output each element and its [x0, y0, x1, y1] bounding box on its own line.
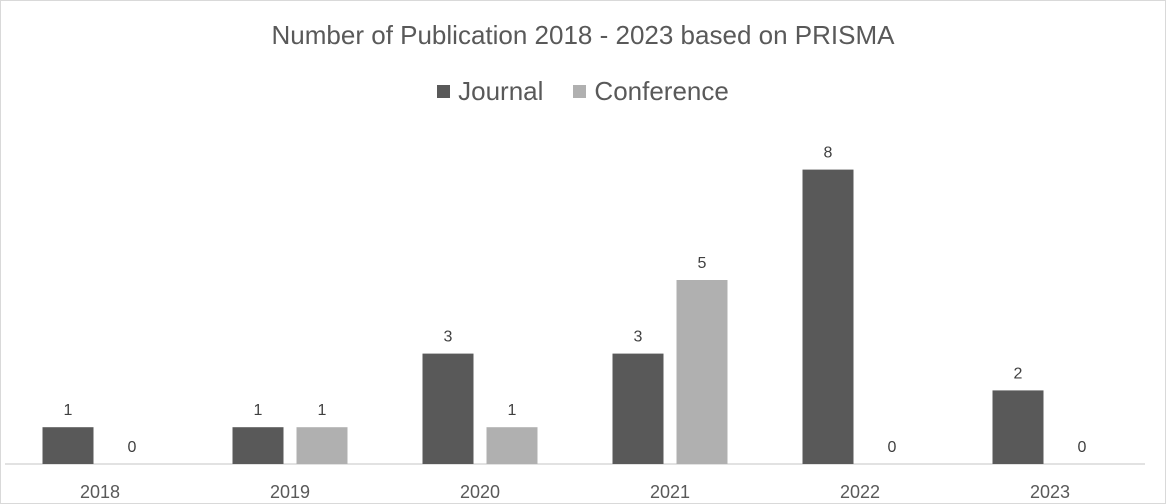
bar-journal-2021 — [612, 353, 664, 464]
data-label-journal-2021: 3 — [634, 329, 643, 346]
legend-label-conference: Conference — [594, 76, 729, 106]
chart-title: Number of Publication 2018 - 2023 based … — [271, 20, 895, 50]
bar-journal-2018 — [42, 427, 94, 464]
legend-swatch-journal — [437, 85, 451, 98]
bar-journal-2022 — [802, 169, 854, 464]
x-tick-label-2023: 2023 — [1030, 482, 1070, 502]
bar-journal-2019 — [232, 427, 284, 464]
bar-conference-2019 — [296, 427, 348, 464]
bar-journal-2020 — [422, 353, 474, 464]
data-label-conference-2020: 1 — [508, 402, 517, 419]
data-label-conference-2019: 1 — [318, 402, 327, 419]
data-label-journal-2022: 8 — [824, 145, 833, 162]
data-label-journal-2020: 3 — [444, 329, 453, 346]
x-tick-label-2020: 2020 — [460, 482, 500, 502]
x-tick-label-2021: 2021 — [650, 482, 690, 502]
legend-swatch-conference — [573, 85, 587, 98]
x-tick-label-2018: 2018 — [80, 482, 120, 502]
data-label-journal-2019: 1 — [254, 402, 263, 419]
x-tick-label-2019: 2019 — [270, 482, 310, 502]
data-label-conference-2023: 0 — [1078, 439, 1087, 456]
legend-item-journal: Journal — [437, 76, 543, 107]
data-label-journal-2018: 1 — [64, 402, 73, 419]
bar-conference-2021 — [676, 280, 728, 464]
legend-label-journal: Journal — [458, 76, 544, 106]
chart-legend: Journal Conference — [0, 76, 1166, 107]
data-label-conference-2018: 0 — [128, 439, 137, 456]
x-tick-label-2022: 2022 — [840, 482, 880, 502]
data-label-journal-2023: 2 — [1014, 365, 1023, 382]
data-label-conference-2021: 5 — [698, 255, 707, 272]
bar-journal-2023 — [992, 390, 1044, 464]
legend-item-conference: Conference — [573, 76, 729, 107]
data-label-conference-2022: 0 — [888, 439, 897, 456]
bar-conference-2020 — [486, 427, 538, 464]
